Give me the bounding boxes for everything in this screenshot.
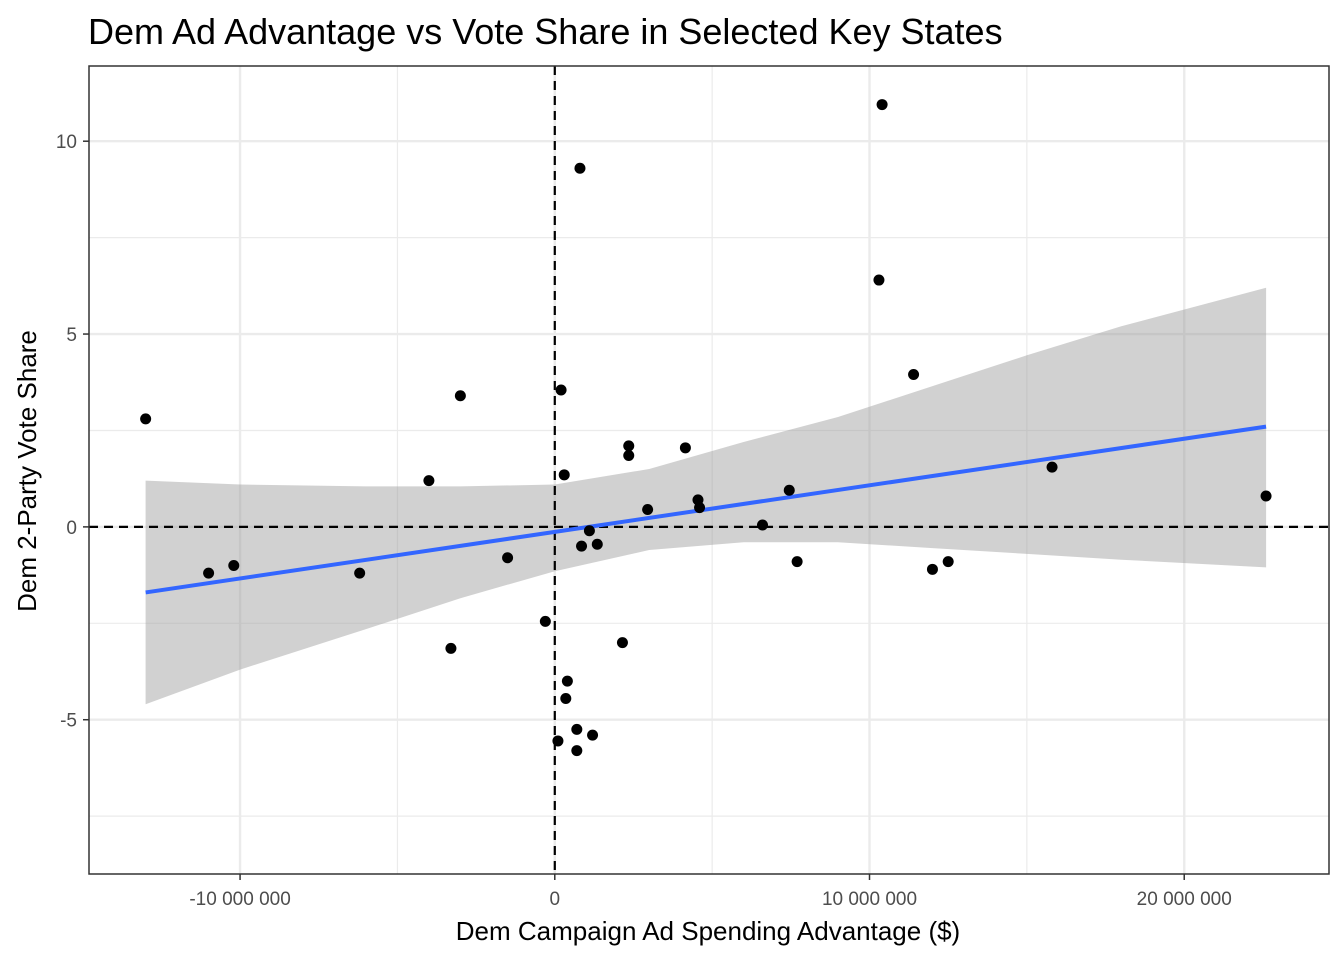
data-point — [571, 745, 583, 757]
data-point — [623, 440, 635, 452]
data-point — [873, 274, 885, 286]
y-tick-label: -5 — [60, 711, 77, 732]
x-tick-label: 20 000 000 — [1137, 889, 1232, 910]
data-point — [791, 556, 803, 568]
data-point — [354, 567, 366, 579]
data-point — [757, 519, 769, 531]
data-point — [552, 735, 564, 747]
data-point — [558, 469, 570, 481]
data-point — [908, 369, 920, 381]
x-axis-ticks: -10 000 000 0 10 000 000 20 000 000 — [189, 874, 1232, 910]
data-point — [445, 642, 457, 654]
data-point — [783, 484, 795, 496]
data-point — [561, 675, 573, 687]
data-point — [140, 413, 152, 425]
plot-panel — [88, 65, 1330, 875]
data-point — [1046, 461, 1058, 473]
y-axis-ticks: -5 0 5 10 — [56, 132, 89, 732]
data-point — [560, 693, 572, 705]
x-tick-label: -10 000 000 — [189, 889, 290, 910]
x-axis-title: Dem Campaign Ad Spending Advantage ($) — [456, 916, 960, 946]
data-point — [694, 502, 706, 514]
data-point — [555, 384, 567, 396]
data-point — [574, 162, 586, 174]
data-point — [576, 540, 588, 552]
y-tick-label: 0 — [66, 518, 77, 539]
data-point — [679, 442, 691, 454]
data-point — [571, 723, 583, 735]
data-point — [623, 450, 635, 462]
data-point — [642, 504, 654, 516]
regression-line — [145, 424, 1267, 595]
reference-lines — [89, 66, 1329, 874]
y-tick-label: 10 — [56, 132, 77, 153]
y-axis-title: Dem 2-Party Vote Share — [12, 330, 42, 612]
data-point — [587, 729, 599, 741]
data-point — [203, 567, 215, 579]
chart-title: Dem Ad Advantage vs Vote Share in Select… — [88, 11, 1003, 52]
trend-line — [145, 424, 1267, 595]
confidence-band — [145, 287, 1267, 705]
data-point — [228, 559, 240, 571]
data-points — [140, 99, 1272, 757]
confidence-band-area — [145, 287, 1267, 705]
x-tick-label: 0 — [549, 889, 560, 910]
data-point — [583, 525, 595, 537]
data-point — [539, 615, 551, 627]
data-point — [591, 538, 603, 550]
data-point — [942, 556, 954, 568]
y-tick-label: 5 — [66, 325, 77, 346]
data-point — [454, 390, 466, 402]
data-point — [876, 99, 888, 111]
data-point — [1260, 490, 1272, 502]
data-point — [502, 552, 514, 564]
data-point — [926, 563, 938, 575]
x-tick-label: 10 000 000 — [822, 889, 917, 910]
data-point — [423, 475, 435, 487]
data-point — [616, 637, 628, 649]
